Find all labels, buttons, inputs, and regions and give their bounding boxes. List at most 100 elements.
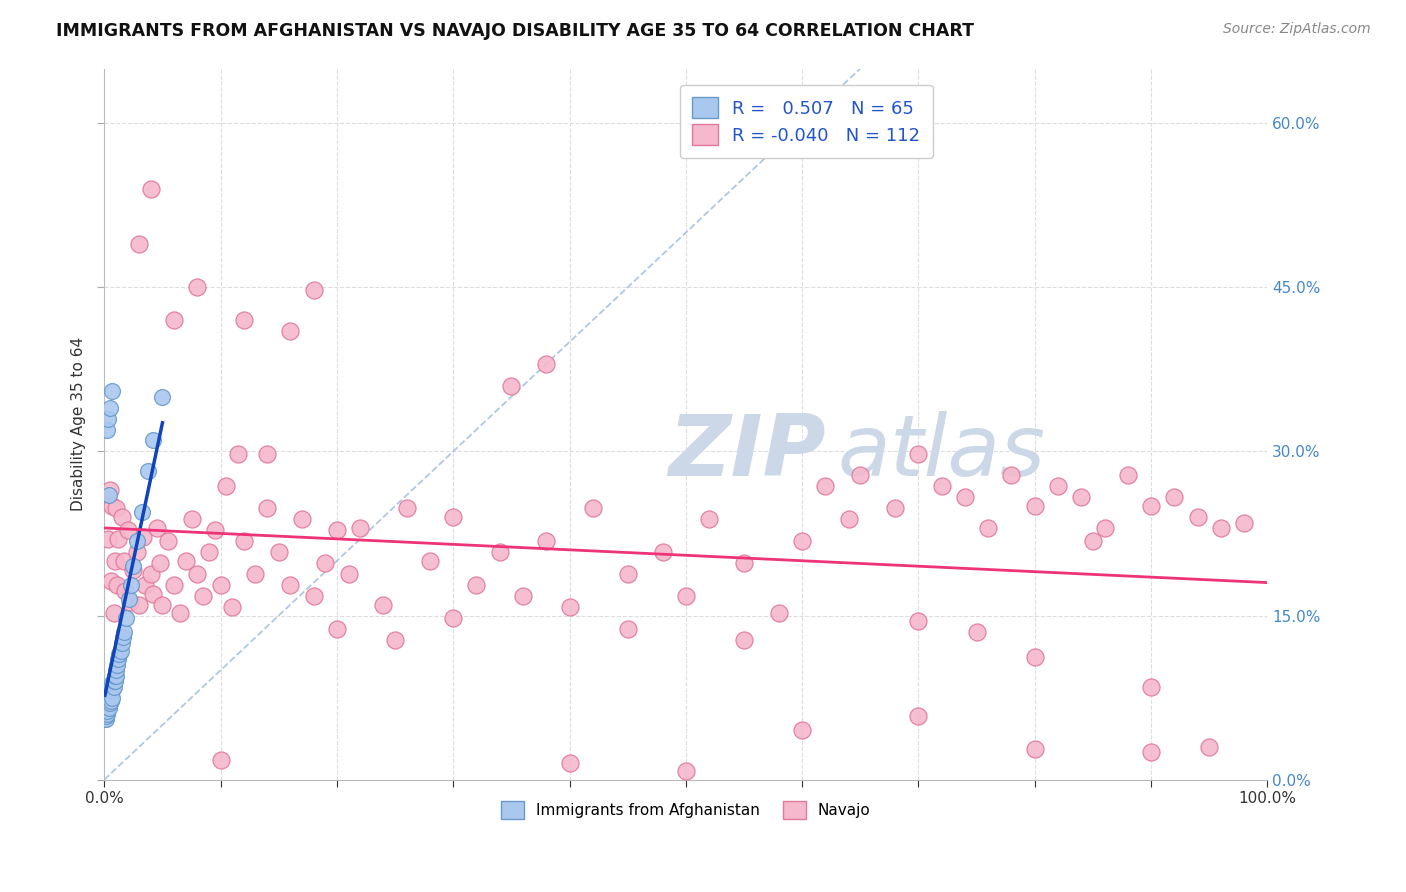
Point [142, 587, 165, 601]
Point [180, 512, 202, 526]
Point [94, 704, 117, 718]
Point [118, 592, 141, 607]
Point [174, 554, 197, 568]
Y-axis label: Disability Age 35 to 64: Disability Age 35 to 64 [72, 337, 86, 511]
Point [100, 685, 122, 699]
Point [1094, 521, 1116, 535]
Point [675, 589, 697, 603]
Point [112, 554, 135, 568]
Point [104, 663, 127, 677]
Point [616, 566, 638, 581]
Point [96, 701, 118, 715]
Point [314, 556, 336, 570]
Point [100, 680, 122, 694]
Point [302, 283, 325, 297]
Point [94, 713, 117, 727]
Point [512, 589, 534, 603]
Text: atlas: atlas [837, 411, 1045, 494]
Point [186, 280, 208, 294]
Point [733, 632, 755, 647]
Point [122, 563, 145, 577]
Point [1024, 499, 1046, 513]
Point [814, 479, 837, 493]
Point [966, 624, 988, 639]
Point [97, 696, 120, 710]
Point [326, 523, 349, 537]
Point [1000, 468, 1022, 483]
Point [280, 324, 302, 338]
Point [97, 532, 120, 546]
Point [111, 631, 134, 645]
Point [675, 764, 697, 778]
Point [94, 713, 117, 727]
Point [849, 468, 872, 483]
Point [768, 607, 790, 621]
Point [128, 598, 150, 612]
Point [97, 698, 120, 713]
Point [884, 501, 907, 516]
Point [1163, 491, 1185, 505]
Point [128, 236, 150, 251]
Point [215, 479, 238, 493]
Point [131, 530, 153, 544]
Point [373, 598, 395, 612]
Point [131, 505, 153, 519]
Point [977, 521, 1000, 535]
Point [101, 676, 124, 690]
Point [96, 705, 118, 719]
Point [536, 534, 558, 549]
Point [232, 313, 254, 327]
Point [384, 632, 406, 647]
Point [104, 501, 127, 516]
Point [97, 690, 120, 705]
Point [1209, 521, 1232, 535]
Point [100, 687, 122, 701]
Point [1070, 491, 1092, 505]
Point [94, 705, 117, 719]
Point [100, 694, 122, 708]
Point [98, 483, 121, 497]
Point [111, 510, 134, 524]
Point [256, 501, 278, 516]
Point [125, 545, 148, 559]
Point [110, 643, 132, 657]
Point [169, 607, 191, 621]
Point [1024, 742, 1046, 756]
Point [104, 668, 127, 682]
Point [186, 566, 208, 581]
Point [139, 566, 162, 581]
Point [1046, 479, 1069, 493]
Point [1081, 534, 1104, 549]
Point [790, 534, 813, 549]
Point [114, 584, 136, 599]
Point [488, 545, 510, 559]
Point [204, 523, 226, 537]
Point [94, 701, 117, 715]
Point [107, 532, 129, 546]
Point [98, 682, 121, 697]
Point [198, 545, 221, 559]
Point [441, 610, 464, 624]
Point [733, 556, 755, 570]
Point [94, 696, 117, 710]
Point [1140, 499, 1163, 513]
Point [419, 554, 441, 568]
Point [125, 534, 148, 549]
Point [139, 182, 162, 196]
Point [97, 692, 120, 706]
Point [582, 501, 605, 516]
Point [105, 578, 128, 592]
Point [97, 488, 120, 502]
Point [326, 622, 349, 636]
Text: IMMIGRANTS FROM AFGHANISTAN VS NAVAJO DISABILITY AGE 35 TO 64 CORRELATION CHART: IMMIGRANTS FROM AFGHANISTAN VS NAVAJO DI… [56, 22, 974, 40]
Point [267, 545, 290, 559]
Point [152, 598, 174, 612]
Point [97, 701, 120, 715]
Point [96, 694, 118, 708]
Point [115, 610, 138, 624]
Point [232, 534, 254, 549]
Point [97, 694, 120, 708]
Point [105, 657, 128, 672]
Point [98, 696, 121, 710]
Point [1187, 510, 1209, 524]
